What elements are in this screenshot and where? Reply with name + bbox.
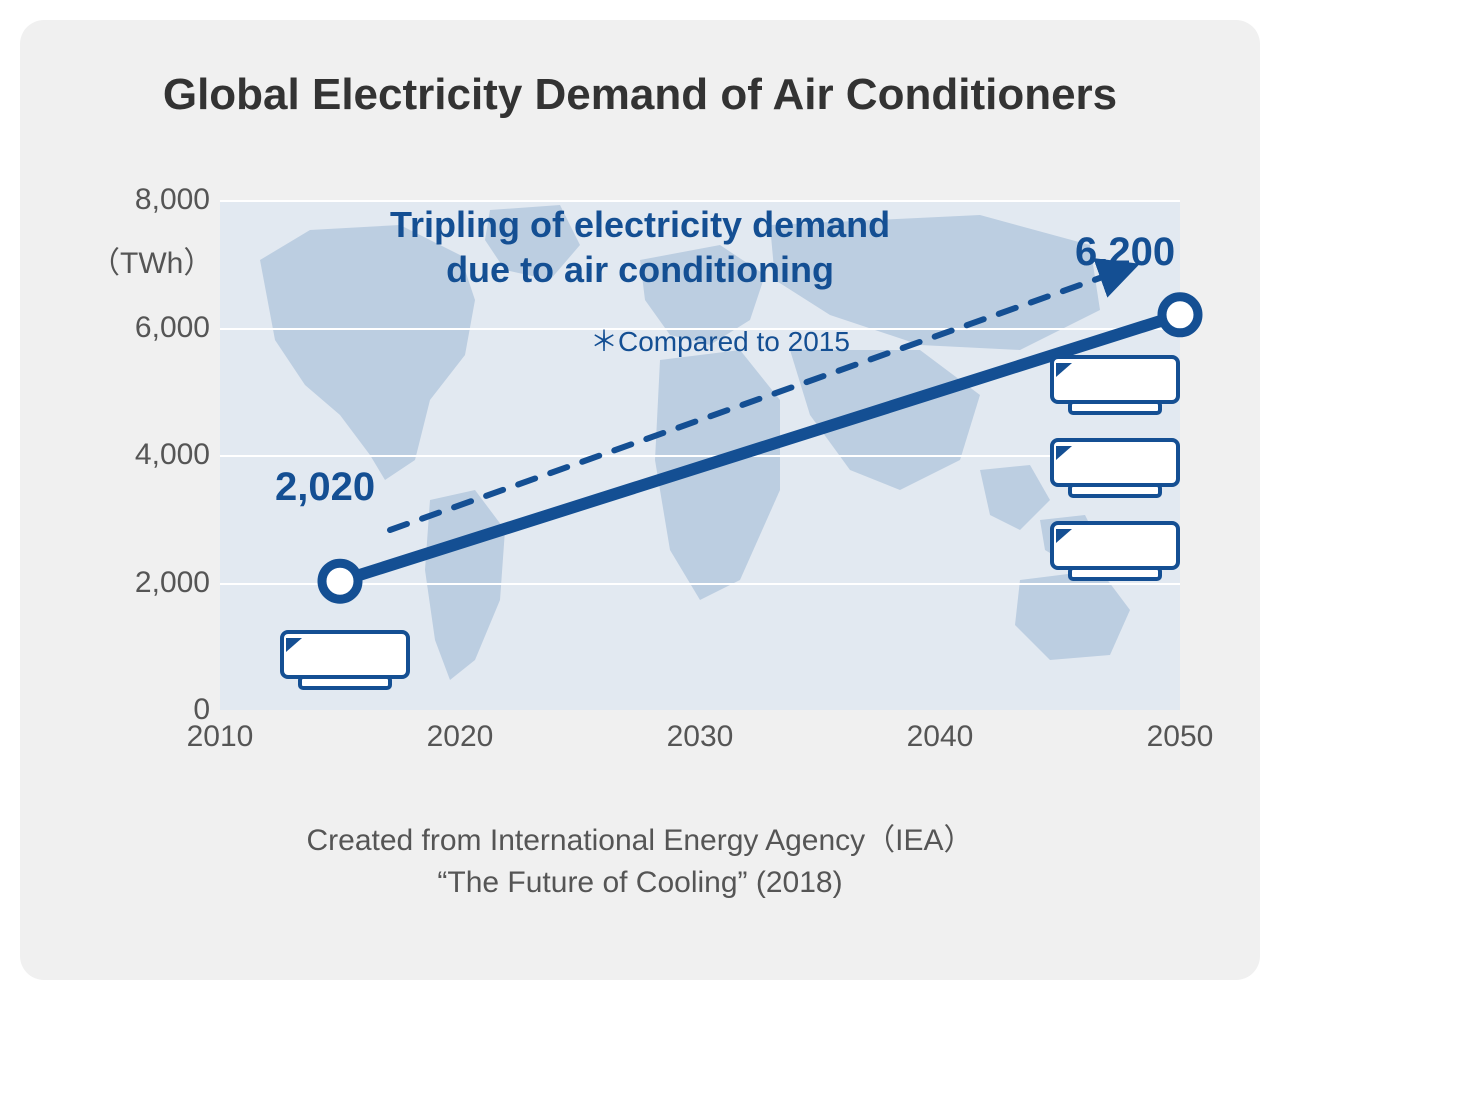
chart-title: Global Electricity Demand of Air Conditi… [80,70,1200,120]
y-tick-label: 6,000 [135,311,210,345]
y-tick-label: 2,000 [135,566,210,600]
ac-unit-icon [1050,438,1180,500]
ac-unit-icon [1050,355,1180,417]
footer-line2: “The Future of Cooling” (2018) [437,866,842,899]
x-tick-label: 2020 [427,720,494,754]
x-tick-label: 2040 [907,720,974,754]
ac-unit-icon [280,630,410,692]
x-tick-label: 2030 [667,720,734,754]
chart-card: Global Electricity Demand of Air Conditi… [20,20,1260,980]
ac-unit-icon [1050,521,1180,583]
trend-arrow [390,268,1128,530]
x-tick-label: 2010 [187,720,254,754]
source-footer: Created from International Energy Agency… [80,820,1200,904]
y-axis-unit: （TWh） [90,238,213,282]
footer-line1: Created from International Energy Agency… [306,824,973,857]
y-tick-label: 8,000 [135,183,210,217]
y-tick-label: 4,000 [135,438,210,472]
x-tick-label: 2050 [1147,720,1214,754]
data-marker-2015 [322,563,358,599]
chart-area: 0 2,000 4,000 6,000 8,000 （TWh） 2010 202… [90,160,1190,780]
data-marker-2050 [1162,297,1198,333]
